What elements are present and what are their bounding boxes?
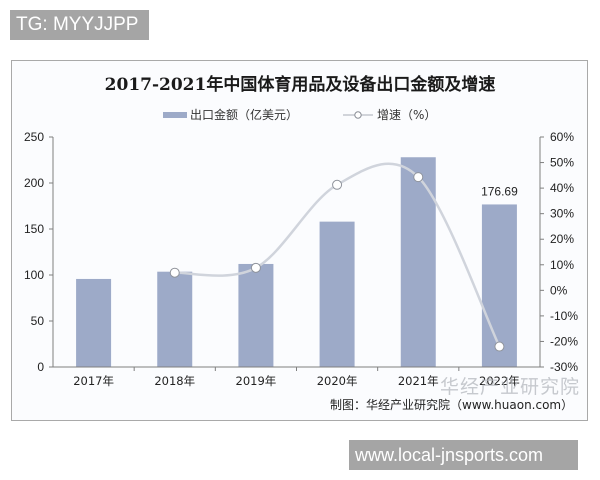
x-axis-category-label: 2019年 [236, 374, 277, 388]
bar-2020年 [319, 221, 355, 367]
axes [49, 136, 544, 371]
left-axis-tick-label: 200 [24, 176, 44, 190]
right-axis-tick-label: 0% [550, 283, 568, 297]
tg-watermark-badge: TG: MYYJJPP [10, 10, 149, 40]
bar-series [76, 157, 517, 367]
right-axis-tick-label: 10% [550, 258, 574, 272]
bar-2018年 [157, 271, 193, 367]
legend-label-growth-rate: 增速（%） [377, 108, 437, 122]
legend-label-export-amount: 出口金额（亿美元） [190, 108, 299, 122]
chart-legend: 出口金额（亿美元） 增速（%） [0, 106, 600, 124]
line-marker [413, 172, 424, 183]
right-axis-tick-label: 50% [550, 156, 574, 170]
data-label: 176.69 [481, 184, 518, 198]
line-series [169, 162, 505, 352]
overlay-watermark-text: 华经产业研究院 [440, 376, 581, 398]
right-axis-tick-label: -30% [550, 360, 578, 374]
left-axis-tick-label: 0 [37, 360, 44, 374]
right-axis-tick-label: -20% [550, 334, 578, 348]
chart-title: 2017-2021年中国体育用品及设备出口金额及增速 [104, 75, 496, 95]
chart-source: 制图：华经产业研究院（www.huaon.com） [330, 398, 574, 412]
line-marker-swatch-icon [343, 110, 373, 119]
bar-2019年 [238, 263, 274, 367]
right-axis-tick-label: 20% [550, 232, 574, 246]
x-axis-category-label: 2022年 [479, 374, 520, 388]
line-marker [332, 179, 343, 190]
bar-swatch-icon [163, 111, 187, 118]
right-axis-tick-label: 30% [550, 207, 574, 221]
legend-item-export-amount: 出口金额（亿美元） [163, 106, 298, 123]
line-marker [494, 341, 505, 352]
legend-item-growth-rate: 增速（%） [343, 106, 436, 123]
bar-2021年 [400, 157, 436, 367]
left-axis-tick-label: 250 [24, 130, 44, 144]
line-marker [250, 262, 261, 273]
line-marker [169, 267, 180, 278]
bar-2017年 [76, 278, 112, 367]
left-axis-tick-label: 150 [24, 222, 44, 236]
left-axis-tick-label: 50 [31, 314, 45, 328]
bar-2022年 [481, 204, 517, 367]
right-axis-tick-label: -10% [550, 309, 578, 323]
right-axis-tick-label: 40% [550, 181, 574, 195]
right-axis-tick-label: 60% [550, 130, 574, 144]
x-axis-category-label: 2017年 [73, 374, 114, 388]
x-axis-category-label: 2020年 [317, 374, 358, 388]
x-axis-category-label: 2021年 [398, 374, 439, 388]
axis-labels: 176.69 0 50 100 150 200 250 -30% -20% -10% 0% 10% 20… [24, 130, 578, 388]
x-axis-category-label: 2018年 [154, 374, 195, 388]
site-watermark-badge: www.local-jnsports.com [349, 440, 578, 470]
left-axis-tick-label: 100 [24, 268, 44, 282]
